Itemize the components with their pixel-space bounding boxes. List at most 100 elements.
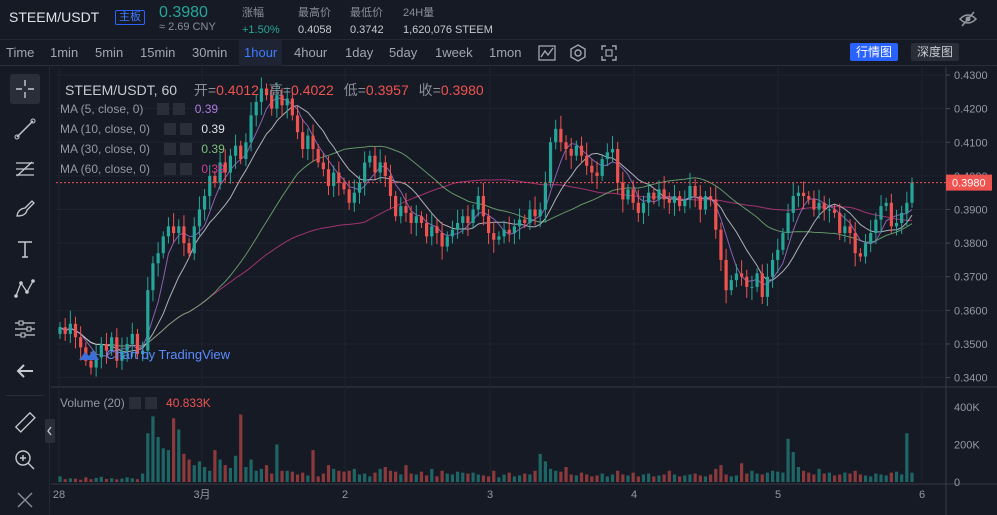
candle-body bbox=[270, 95, 274, 109]
ma30-settings-icon[interactable] bbox=[164, 143, 177, 155]
volume-bar bbox=[383, 467, 387, 482]
candle-body bbox=[703, 196, 708, 210]
volume-bar bbox=[486, 476, 491, 482]
last-price-marker bbox=[946, 174, 992, 191]
fullscreen-icon[interactable] bbox=[599, 43, 619, 63]
ma5-legend: MA (5, close, 0) 0.39 bbox=[60, 102, 218, 116]
interval-time[interactable]: Time bbox=[6, 45, 35, 60]
volume-bar bbox=[538, 453, 542, 482]
volume-bar bbox=[574, 475, 578, 482]
ma60-settings-icon[interactable] bbox=[164, 163, 177, 175]
price-tick-label: 0.3400 bbox=[954, 373, 988, 385]
measure-tool-icon[interactable] bbox=[10, 314, 40, 344]
volume-bar bbox=[115, 479, 119, 482]
tradingview-watermark[interactable]: Chart by TradingView bbox=[78, 346, 230, 362]
interval-5day[interactable]: 5day bbox=[389, 45, 418, 60]
candle-body bbox=[166, 226, 171, 237]
interval-1min[interactable]: 1min bbox=[50, 45, 79, 60]
volume-bar bbox=[223, 465, 227, 482]
volume-bar bbox=[755, 473, 759, 482]
volume-value: 1,620,076 STEEM bbox=[403, 24, 493, 36]
hide-eye-icon[interactable] bbox=[958, 9, 978, 29]
candle-body bbox=[259, 88, 263, 102]
volume-bar bbox=[63, 479, 67, 482]
interval-5min[interactable]: 5min bbox=[95, 45, 124, 60]
candle-body bbox=[548, 142, 553, 183]
volume-bar bbox=[409, 473, 413, 482]
volume-close-icon[interactable] bbox=[144, 397, 157, 409]
volume-bar bbox=[781, 472, 785, 482]
pattern-tool-icon[interactable] bbox=[10, 274, 40, 304]
interval-1day[interactable]: 1day bbox=[345, 45, 374, 60]
ma5-settings-icon[interactable] bbox=[157, 103, 170, 115]
volume-bar bbox=[559, 471, 563, 482]
chart-type-icon[interactable] bbox=[537, 43, 557, 63]
ma60-close-icon[interactable] bbox=[180, 163, 193, 175]
candle-body bbox=[869, 233, 873, 244]
volume-tick-label: 200K bbox=[954, 440, 980, 452]
volume-bar bbox=[301, 472, 305, 482]
low-value-legend: 0.3957 bbox=[365, 82, 409, 98]
candle-body bbox=[853, 233, 857, 254]
ma5-value: 0.39 bbox=[194, 102, 219, 116]
ma60-value: 0.39 bbox=[201, 162, 225, 176]
trend-line-icon[interactable] bbox=[10, 114, 40, 144]
price-tick-label: 0.3700 bbox=[954, 272, 988, 284]
candle-body bbox=[161, 236, 165, 254]
volume-bar bbox=[564, 467, 568, 482]
remove-drawings-icon[interactable] bbox=[10, 485, 40, 515]
fib-tool-icon[interactable] bbox=[10, 154, 40, 184]
candle-body bbox=[455, 222, 460, 230]
interval-1mon[interactable]: 1mon bbox=[489, 45, 522, 60]
candle-body bbox=[688, 185, 692, 200]
interval-15min[interactable]: 15min bbox=[140, 45, 176, 60]
interval-1hour[interactable]: 1hour bbox=[239, 40, 283, 66]
volume-settings-icon[interactable] bbox=[128, 397, 141, 409]
ma5-close-icon[interactable] bbox=[173, 103, 186, 115]
ma10-settings-icon[interactable] bbox=[164, 123, 177, 135]
indicator-settings-icon[interactable] bbox=[568, 43, 588, 63]
volume-bar bbox=[636, 476, 640, 482]
ruler-icon[interactable] bbox=[10, 407, 40, 437]
last-price-label: 0.3980 bbox=[952, 178, 986, 190]
brush-icon[interactable] bbox=[10, 194, 40, 224]
candle-body bbox=[765, 276, 770, 297]
volume-bar bbox=[796, 467, 801, 482]
volume-bar bbox=[316, 476, 320, 482]
interval-1week[interactable]: 1week bbox=[435, 45, 473, 60]
crosshair-icon[interactable] bbox=[10, 74, 40, 104]
volume-bar bbox=[146, 433, 150, 482]
candle-body bbox=[832, 209, 837, 213]
zoom-in-icon[interactable] bbox=[10, 445, 40, 475]
volume-bar bbox=[99, 476, 103, 482]
last-price: 0.3980 bbox=[159, 4, 208, 21]
candle-body bbox=[838, 212, 842, 234]
candle-body bbox=[776, 249, 780, 260]
volume-bar bbox=[156, 437, 160, 482]
volume-bar bbox=[290, 471, 294, 482]
volume-bar bbox=[786, 438, 790, 482]
candle-body bbox=[796, 192, 801, 197]
candle-body bbox=[399, 206, 403, 217]
interval-30min[interactable]: 30min bbox=[192, 45, 228, 60]
tab-market-chart[interactable]: 行情图 bbox=[850, 43, 899, 61]
back-arrow-icon[interactable] bbox=[10, 356, 40, 386]
volume-bar bbox=[719, 465, 723, 482]
time-tick-label: 4 bbox=[631, 489, 637, 501]
collapse-toolbar-icon[interactable] bbox=[45, 419, 55, 443]
candle-body bbox=[683, 199, 687, 207]
interval-4hour[interactable]: 4hour bbox=[294, 45, 328, 60]
text-tool-icon[interactable] bbox=[10, 234, 40, 264]
candle-body bbox=[517, 219, 522, 227]
volume-bar bbox=[858, 474, 862, 482]
ma30-close-icon[interactable] bbox=[180, 143, 193, 155]
candle-body bbox=[709, 196, 713, 200]
volume-bar bbox=[791, 452, 795, 482]
tab-depth-chart[interactable]: 深度图 bbox=[911, 43, 960, 61]
candle-body bbox=[543, 182, 547, 210]
volume-bar bbox=[110, 478, 114, 482]
candle-body bbox=[755, 273, 759, 287]
symbol-name[interactable]: STEEM/USDT bbox=[9, 9, 100, 25]
ma10-close-icon[interactable] bbox=[180, 123, 193, 135]
